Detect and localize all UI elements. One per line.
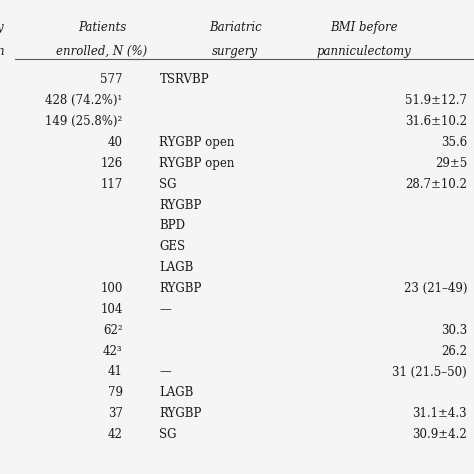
- Text: RYGBP: RYGBP: [159, 282, 202, 295]
- Text: 31.6±10.2: 31.6±10.2: [405, 115, 467, 128]
- Text: n: n: [0, 45, 4, 58]
- Text: 26.2: 26.2: [441, 345, 467, 357]
- Text: 37: 37: [108, 407, 123, 420]
- Text: RYGBP: RYGBP: [159, 199, 202, 211]
- Text: GES: GES: [159, 240, 185, 253]
- Text: 577: 577: [100, 73, 123, 86]
- Text: Bariatric: Bariatric: [209, 21, 262, 34]
- Text: panniculectomy: panniculectomy: [316, 45, 411, 58]
- Text: 100: 100: [100, 282, 123, 295]
- Text: 428 (74.2%)¹: 428 (74.2%)¹: [46, 94, 123, 107]
- Text: 62²: 62²: [103, 324, 123, 337]
- Text: 30.9±4.2: 30.9±4.2: [412, 428, 467, 441]
- Text: 28.7±10.2: 28.7±10.2: [405, 178, 467, 191]
- Text: 31.1±4.3: 31.1±4.3: [412, 407, 467, 420]
- Text: —: —: [159, 303, 171, 316]
- Text: Patients: Patients: [78, 21, 126, 34]
- Text: 35.6: 35.6: [441, 136, 467, 149]
- Text: 126: 126: [100, 157, 123, 170]
- Text: enrolled, N (%): enrolled, N (%): [56, 45, 147, 58]
- Text: 79: 79: [108, 386, 123, 399]
- Text: 51.9±12.7: 51.9±12.7: [405, 94, 467, 107]
- Text: 104: 104: [100, 303, 123, 316]
- Text: 117: 117: [100, 178, 123, 191]
- Text: 42: 42: [108, 428, 123, 441]
- Text: y: y: [0, 21, 3, 34]
- Text: RYGBP open: RYGBP open: [159, 136, 235, 149]
- Text: 23 (21–49): 23 (21–49): [403, 282, 467, 295]
- Text: LAGB: LAGB: [159, 386, 194, 399]
- Text: TSRVBP: TSRVBP: [159, 73, 209, 86]
- Text: BPD: BPD: [159, 219, 185, 232]
- Text: 31 (21.5–50): 31 (21.5–50): [392, 365, 467, 378]
- Text: LAGB: LAGB: [159, 261, 194, 274]
- Text: 42³: 42³: [103, 345, 123, 357]
- Text: RYGBP open: RYGBP open: [159, 157, 235, 170]
- Text: surgery: surgery: [212, 45, 258, 58]
- Text: 149 (25.8%)²: 149 (25.8%)²: [46, 115, 123, 128]
- Text: 29±5: 29±5: [435, 157, 467, 170]
- Text: 40: 40: [108, 136, 123, 149]
- Text: SG: SG: [159, 428, 177, 441]
- Text: 30.3: 30.3: [441, 324, 467, 337]
- Text: RYGBP: RYGBP: [159, 407, 202, 420]
- Text: SG: SG: [159, 178, 177, 191]
- Text: 41: 41: [108, 365, 123, 378]
- Text: —: —: [159, 365, 171, 378]
- Text: BMI before: BMI before: [330, 21, 398, 34]
